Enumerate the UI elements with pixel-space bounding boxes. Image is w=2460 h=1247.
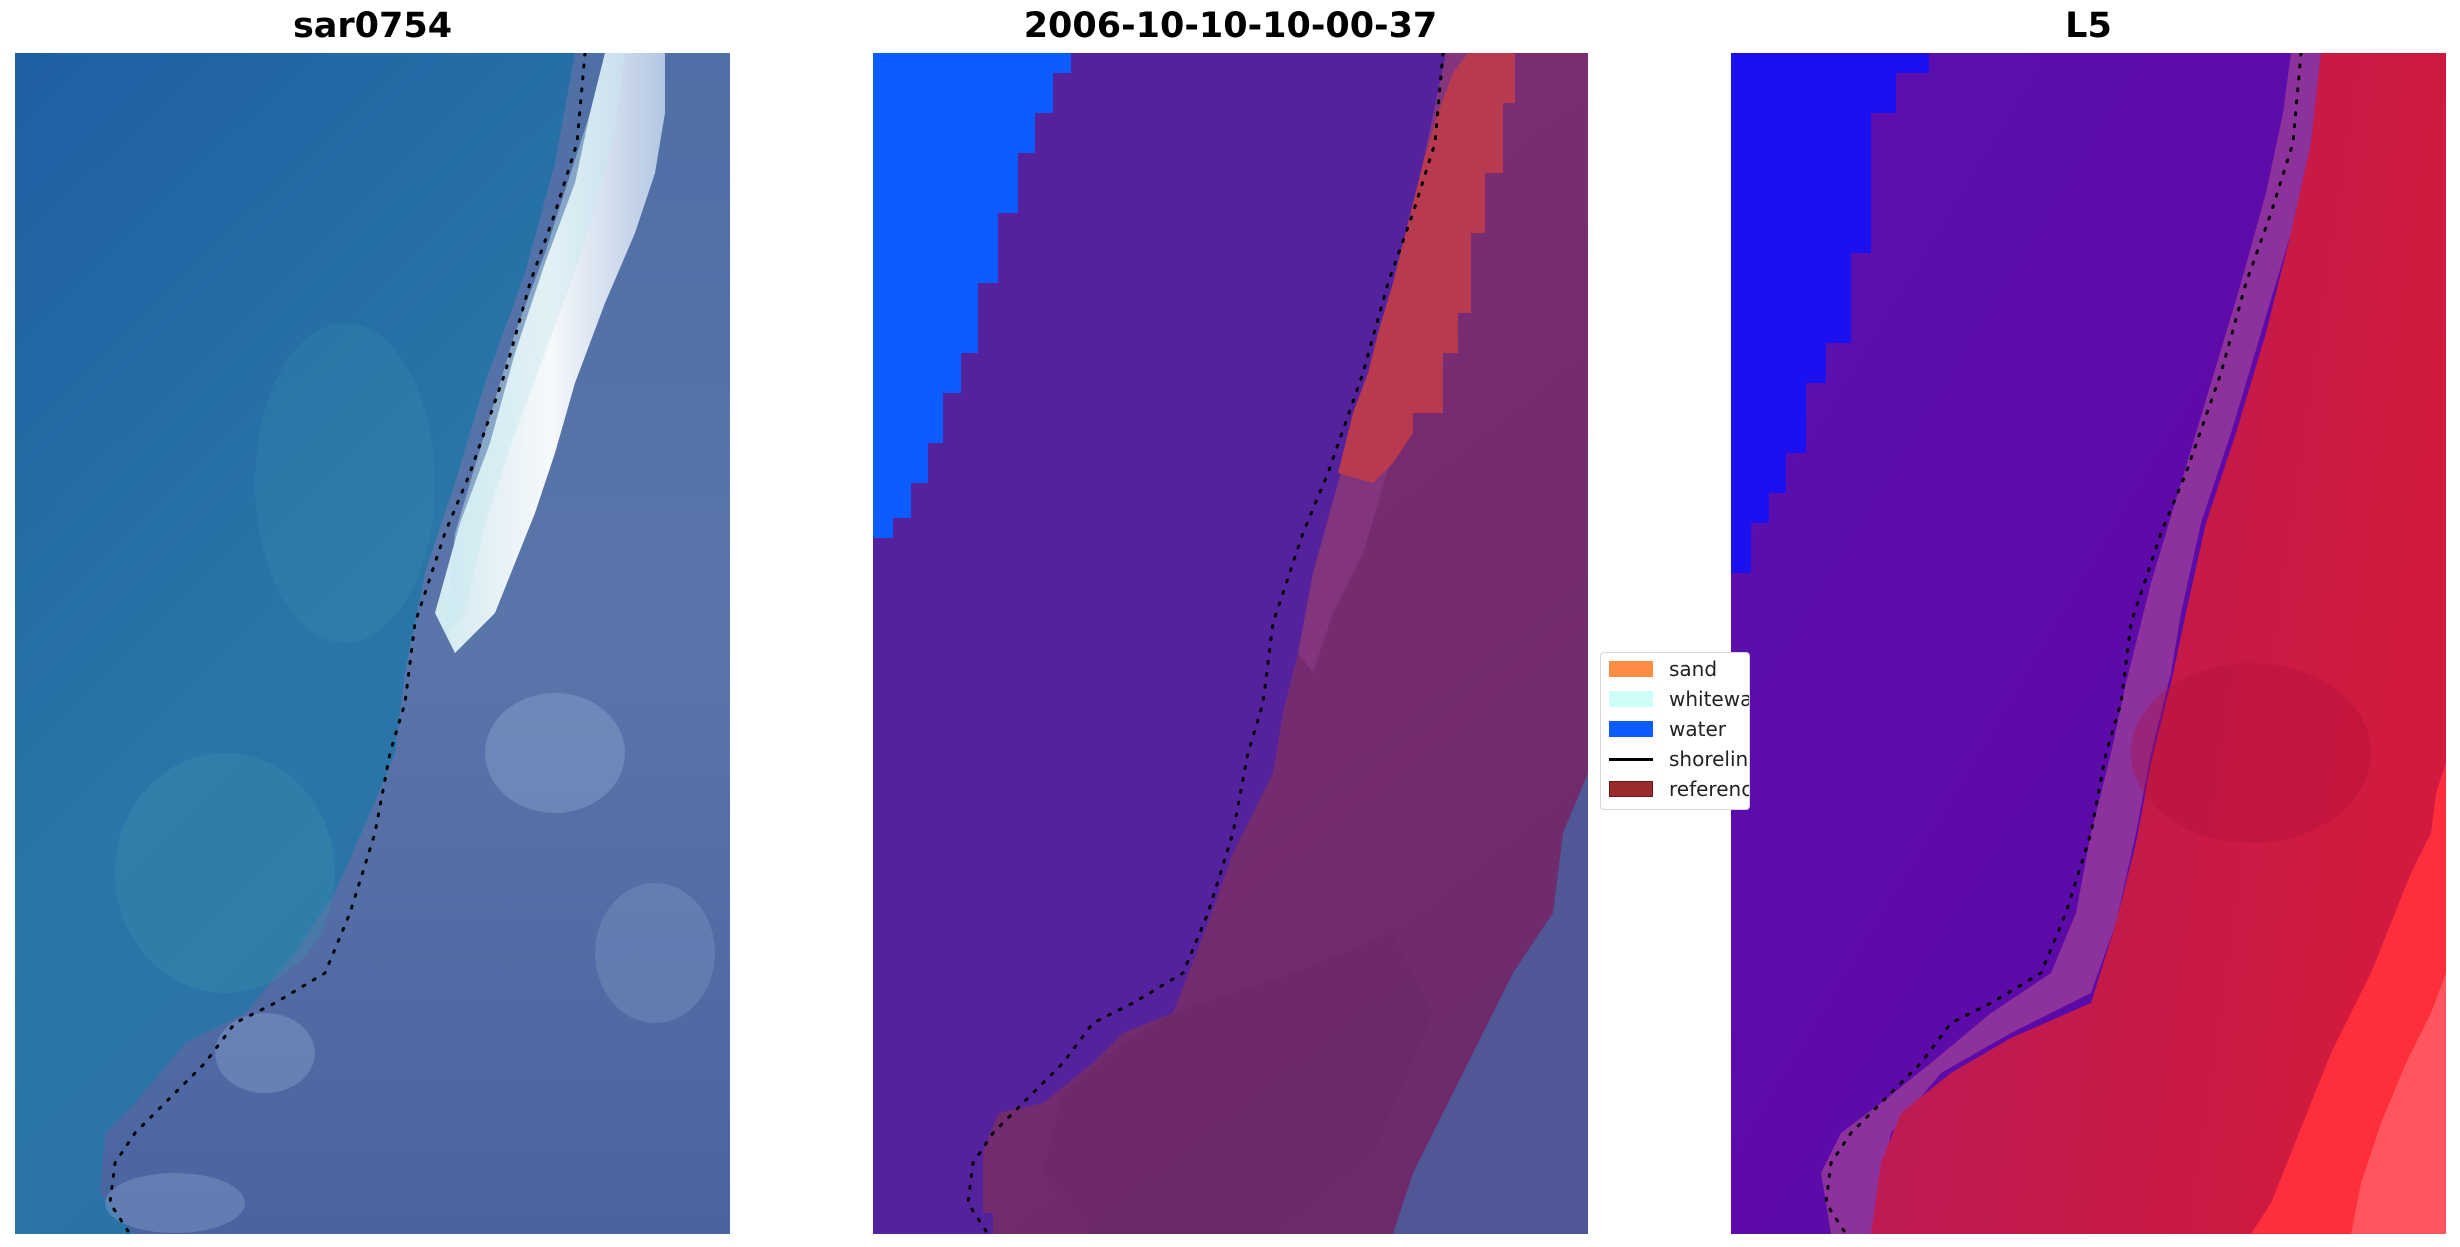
rgb-whitewater-edge bbox=[445, 53, 625, 633]
legend-label: water bbox=[1669, 717, 1726, 741]
rgb-light-patch bbox=[595, 883, 715, 1023]
rgb-shallow-patch bbox=[255, 323, 435, 643]
sand-swatch bbox=[1609, 661, 1653, 677]
prob-land bbox=[1871, 53, 2446, 1234]
probability-panel bbox=[1731, 53, 2446, 1234]
prob-land-dark-patch bbox=[2131, 663, 2371, 843]
legend-item-sand: sand bbox=[1609, 657, 1717, 681]
rgb-shallow-patch bbox=[115, 753, 335, 993]
prob-water-pixels bbox=[1731, 53, 1929, 573]
rgb-image bbox=[15, 53, 730, 1234]
legend-item-shoreline: shoreline bbox=[1609, 747, 1749, 771]
panel-title-rgb: sar0754 bbox=[292, 6, 453, 46]
panel-title-classification: 2006-10-10-10-00-37 bbox=[1023, 6, 1438, 46]
legend-label: shoreline bbox=[1669, 747, 1749, 771]
class-reference-pixels bbox=[1338, 53, 1515, 483]
legend-item-reference: reference bbox=[1609, 777, 1749, 801]
legend: sand whitewater water shoreline referenc… bbox=[1600, 652, 1750, 810]
reference-swatch bbox=[1609, 781, 1653, 797]
prob-transition-band bbox=[1821, 53, 2321, 1234]
rgb-light-patch bbox=[105, 1173, 245, 1233]
water-swatch bbox=[1609, 721, 1653, 737]
classification-image bbox=[873, 53, 1588, 1234]
legend-item-whitewater: whitewater bbox=[1609, 687, 1750, 711]
legend-label: whitewater bbox=[1669, 687, 1750, 711]
rgb-light-patch bbox=[215, 1013, 315, 1093]
legend-item-water: water bbox=[1609, 717, 1726, 741]
probability-image bbox=[1731, 53, 2446, 1234]
class-land-blue bbox=[1393, 773, 1588, 1234]
class-water-pixels bbox=[873, 53, 1071, 538]
prob-peak-land bbox=[2351, 973, 2446, 1234]
whitewater-swatch bbox=[1609, 691, 1653, 707]
classification-panel bbox=[873, 53, 1588, 1234]
legend-label: reference bbox=[1669, 777, 1749, 801]
legend-label: sand bbox=[1669, 657, 1718, 681]
rgb-image-panel bbox=[15, 53, 730, 1234]
panel-title-probability: L5 bbox=[2065, 6, 2112, 46]
rgb-light-patch bbox=[485, 693, 625, 813]
shoreline-line-swatch bbox=[1609, 757, 1653, 761]
class-land-dark bbox=[1043, 933, 1433, 1234]
rgb-whitewater bbox=[435, 53, 665, 653]
